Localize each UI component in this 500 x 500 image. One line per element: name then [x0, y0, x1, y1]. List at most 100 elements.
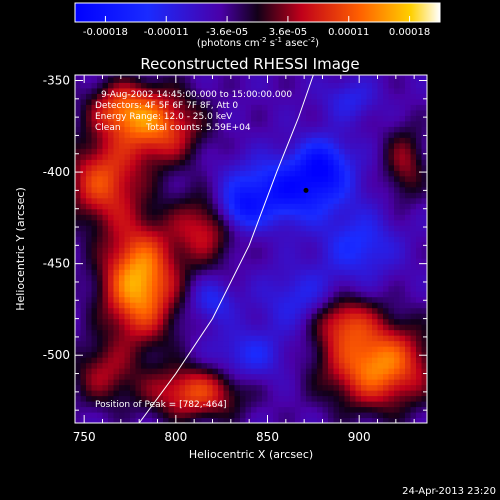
- heatmap-cell: [124, 346, 131, 353]
- heatmap-cell: [333, 417, 340, 423]
- heatmap-cell: [328, 318, 335, 325]
- heatmap-cell: [113, 93, 120, 100]
- heatmap-cell: [108, 412, 115, 419]
- heatmap-cell: [223, 159, 230, 166]
- heatmap-cell: [372, 280, 379, 287]
- heatmap-cell: [108, 401, 115, 408]
- heatmap-cell: [388, 351, 395, 358]
- heatmap-cell: [278, 285, 285, 292]
- heatmap-cell: [322, 247, 329, 254]
- heatmap-cell: [322, 368, 329, 375]
- heatmap-cell: [333, 76, 340, 83]
- heatmap-cell: [300, 164, 307, 171]
- heatmap-cell: [97, 208, 104, 215]
- heatmap-cell: [135, 412, 142, 419]
- heatmap-cell: [306, 329, 313, 336]
- heatmap-cell: [267, 362, 274, 369]
- heatmap-cell: [410, 335, 417, 342]
- heatmap-cell: [240, 346, 247, 353]
- heatmap-cell: [86, 142, 93, 149]
- heatmap-cell: [229, 219, 236, 226]
- heatmap-cell: [344, 208, 351, 215]
- heatmap-cell: [86, 401, 93, 408]
- heatmap-cell: [366, 148, 373, 155]
- heatmap-cell: [146, 115, 153, 122]
- heatmap-cell: [377, 159, 384, 166]
- heatmap-cell: [157, 186, 164, 193]
- heatmap-cell: [344, 313, 351, 320]
- heatmap-cell: [311, 82, 318, 89]
- heatmap-cell: [405, 142, 412, 149]
- heatmap-cell: [185, 285, 192, 292]
- heatmap-cell: [267, 120, 274, 127]
- heatmap-cell: [251, 368, 258, 375]
- heatmap-cell: [86, 104, 93, 111]
- heatmap-cell: [223, 203, 230, 210]
- heatmap-cell: [262, 340, 269, 347]
- heatmap-cell: [190, 219, 197, 226]
- heatmap-cell: [97, 170, 104, 177]
- heatmap-cell: [119, 302, 126, 309]
- heatmap-cell: [80, 247, 87, 254]
- heatmap-cell: [300, 368, 307, 375]
- heatmap-cell: [300, 214, 307, 221]
- heatmap-cell: [201, 75, 208, 78]
- heatmap-cell: [229, 291, 236, 298]
- heatmap-cell: [344, 82, 351, 89]
- heatmap-cell: [262, 115, 269, 122]
- heatmap-cell: [350, 406, 357, 413]
- heatmap-cell: [267, 395, 274, 402]
- heatmap-cell: [124, 313, 131, 320]
- heatmap-cell: [190, 384, 197, 391]
- heatmap-cell: [278, 236, 285, 243]
- heatmap-cell: [130, 208, 137, 215]
- heatmap-cell: [322, 313, 329, 320]
- heatmap-cell: [245, 104, 252, 111]
- heatmap-cell: [394, 307, 401, 314]
- heatmap-cell: [366, 406, 373, 413]
- heatmap-cell: [157, 313, 164, 320]
- heatmap-cell: [394, 313, 401, 320]
- heatmap-cell: [240, 307, 247, 314]
- heatmap-cell: [289, 214, 296, 221]
- heatmap-cell: [377, 93, 384, 100]
- heatmap-cell: [372, 335, 379, 342]
- heatmap-cell: [157, 219, 164, 226]
- heatmap-cell: [317, 346, 324, 353]
- heatmap-cell: [168, 230, 175, 237]
- heatmap-cell: [229, 137, 236, 144]
- heatmap-cell: [289, 137, 296, 144]
- colorbar: [74, 2, 441, 23]
- colorbar-tick-label: -0.00011: [144, 27, 189, 38]
- heatmap-cell: [201, 324, 208, 331]
- heatmap-cell: [251, 186, 258, 193]
- heatmap-cell: [377, 357, 384, 364]
- heatmap-cell: [311, 379, 318, 386]
- heatmap-cell: [80, 214, 87, 221]
- heatmap-cell: [372, 412, 379, 419]
- heatmap-cell: [267, 269, 274, 276]
- heatmap-cell: [152, 82, 159, 89]
- heatmap-cell: [97, 126, 104, 133]
- heatmap-cell: [366, 412, 373, 419]
- heatmap-cell: [372, 241, 379, 248]
- heatmap-cell: [273, 351, 280, 358]
- heatmap-cell: [339, 236, 346, 243]
- heatmap-cell: [333, 225, 340, 232]
- heatmap-cell: [190, 164, 197, 171]
- heatmap-cell: [212, 324, 219, 331]
- heatmap-cell: [135, 373, 142, 380]
- heatmap-cell: [91, 401, 98, 408]
- heatmap-cell: [300, 170, 307, 177]
- heatmap-cell: [372, 291, 379, 298]
- heatmap-cell: [152, 368, 159, 375]
- heatmap-cell: [174, 313, 181, 320]
- heatmap-cell: [113, 137, 120, 144]
- heatmap-cell: [245, 87, 252, 94]
- heatmap-cell: [333, 153, 340, 160]
- heatmap-cell: [91, 186, 98, 193]
- heatmap-cell: [80, 390, 87, 397]
- heatmap-cell: [174, 412, 181, 419]
- heatmap-cell: [234, 115, 241, 122]
- heatmap-cell: [322, 236, 329, 243]
